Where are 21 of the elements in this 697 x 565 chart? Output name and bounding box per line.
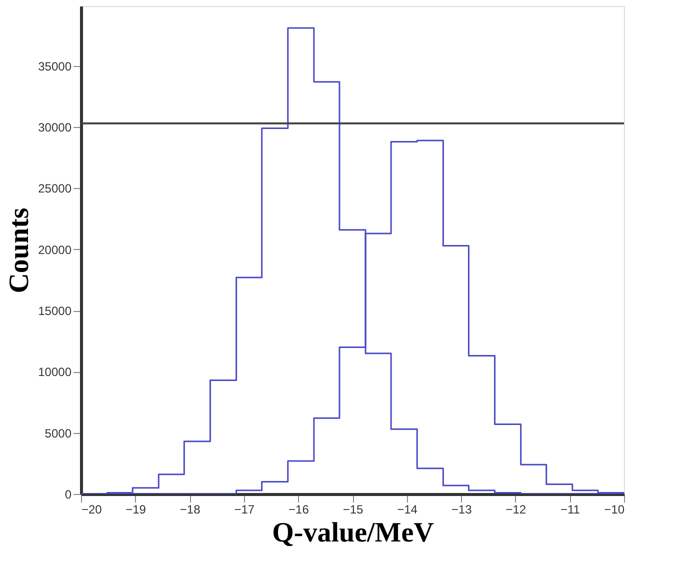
x-tick-label: −13	[451, 502, 472, 516]
y-tick-label: 20000	[38, 242, 72, 257]
x-tick-label: −10	[604, 502, 625, 516]
y-tick-label: 0	[64, 488, 72, 502]
x-tick-label: −15	[342, 502, 364, 516]
x-axis-title: Q-value/MeV	[272, 518, 434, 548]
x-tick-label: −14	[397, 502, 418, 516]
x-tick-label: −19	[126, 502, 146, 516]
x-tick-label: −17	[234, 502, 255, 516]
y-tick-label: 30000	[38, 120, 72, 135]
x-tick-label: −20	[82, 502, 102, 516]
y-tick-label: 10000	[38, 365, 72, 380]
x-tick-label: −11	[560, 502, 580, 516]
y-tick-label: 35000	[38, 59, 72, 74]
x-tick-label: −16	[288, 502, 310, 516]
x-tick-label: −12	[506, 502, 526, 516]
y-tick-label: 25000	[38, 182, 72, 196]
x-tick-label: −18	[180, 502, 201, 516]
y-tick-label: 15000	[38, 304, 72, 318]
y-axis-title: Counts	[4, 208, 36, 294]
y-tick-label: 5000	[44, 426, 72, 440]
